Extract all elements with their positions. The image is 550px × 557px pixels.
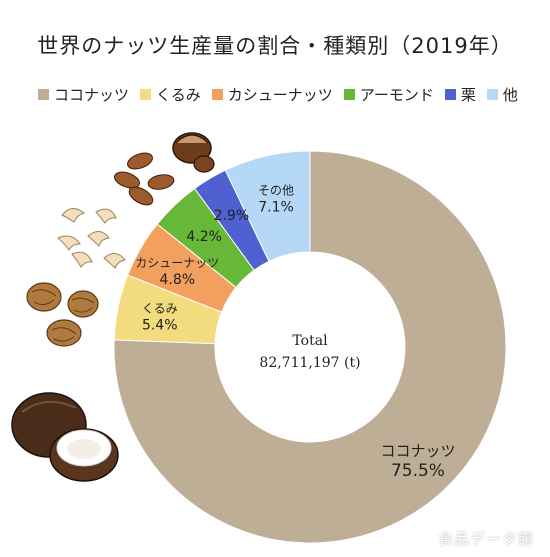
legend-label: 他: [502, 86, 518, 104]
legend-item: 他: [486, 84, 518, 105]
slice-value-label: 4.2%: [186, 229, 222, 245]
slice-5: [224, 150, 311, 262]
cashew-illustration: [57, 208, 126, 269]
coconut-illustration: [11, 392, 119, 482]
legend-swatch: [444, 89, 456, 100]
legend-label: アーモンド: [359, 86, 434, 104]
slice-0: [113, 150, 507, 544]
legend-item: 栗: [444, 84, 476, 105]
chestnut-illustration: [172, 132, 215, 173]
legend-item: カシューナッツ: [211, 84, 333, 105]
legend-swatch: [211, 89, 223, 100]
slice-value-label: 4.8%: [160, 272, 196, 288]
legend-swatch: [486, 89, 498, 100]
slice-value-label: 75.5%: [391, 461, 445, 481]
legend-swatch: [140, 89, 152, 100]
chart-title: 世界のナッツ生産量の割合・種類別（2019年）: [37, 34, 513, 58]
center-total-value: 82,711,197 (t): [259, 355, 360, 371]
legend-label: 栗: [460, 86, 476, 104]
legend-swatch: [343, 89, 355, 100]
walnut-illustration: [26, 282, 99, 347]
slice-name-label: くるみ: [142, 302, 178, 316]
donut-slices: [113, 150, 507, 544]
slice-name-label: カシューナッツ: [135, 256, 219, 270]
legend-label: くるみ: [156, 86, 201, 104]
slice-value-label: 5.4%: [142, 318, 178, 334]
slice-value-label: 2.9%: [214, 208, 250, 224]
watermark: 食品データ館: [437, 530, 534, 548]
slice-name-label: その他: [258, 183, 294, 197]
slice-name-label: ココナッツ: [380, 442, 455, 460]
legend-item: くるみ: [140, 84, 201, 105]
center-total-label: Total: [292, 333, 328, 349]
legend-swatch: [38, 89, 49, 100]
legend-item: ココナッツ: [38, 84, 129, 105]
legend-item: アーモンド: [343, 84, 434, 105]
chart-legend: ココナッツ くるみ カシューナッツ アーモンド 栗 他: [38, 84, 529, 105]
legend-label: ココナッツ: [54, 86, 130, 104]
legend-label: カシューナッツ: [227, 86, 333, 104]
almond-illustration: [114, 152, 175, 206]
slice-value-label: 7.1%: [258, 199, 294, 215]
